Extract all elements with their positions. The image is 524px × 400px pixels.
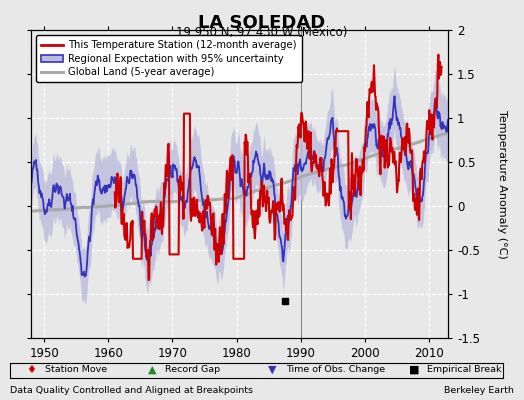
Text: 19.950 N, 97.430 W (Mexico): 19.950 N, 97.430 W (Mexico)	[176, 26, 348, 39]
Text: Record Gap: Record Gap	[165, 366, 220, 374]
Text: ♦: ♦	[26, 365, 37, 375]
Text: Data Quality Controlled and Aligned at Breakpoints: Data Quality Controlled and Aligned at B…	[10, 386, 254, 395]
Y-axis label: Temperature Anomaly (°C): Temperature Anomaly (°C)	[497, 110, 507, 258]
Text: Empirical Break: Empirical Break	[427, 366, 501, 374]
Text: Station Move: Station Move	[45, 366, 107, 374]
Text: ▲: ▲	[148, 365, 156, 375]
Legend: This Temperature Station (12-month average), Regional Expectation with 95% uncer: This Temperature Station (12-month avera…	[37, 35, 302, 82]
Text: ■: ■	[409, 365, 419, 375]
Text: Berkeley Earth: Berkeley Earth	[444, 386, 514, 395]
Text: ▼: ▼	[268, 365, 277, 375]
Text: Time of Obs. Change: Time of Obs. Change	[286, 366, 385, 374]
Text: LA SOLEDAD: LA SOLEDAD	[199, 14, 325, 32]
